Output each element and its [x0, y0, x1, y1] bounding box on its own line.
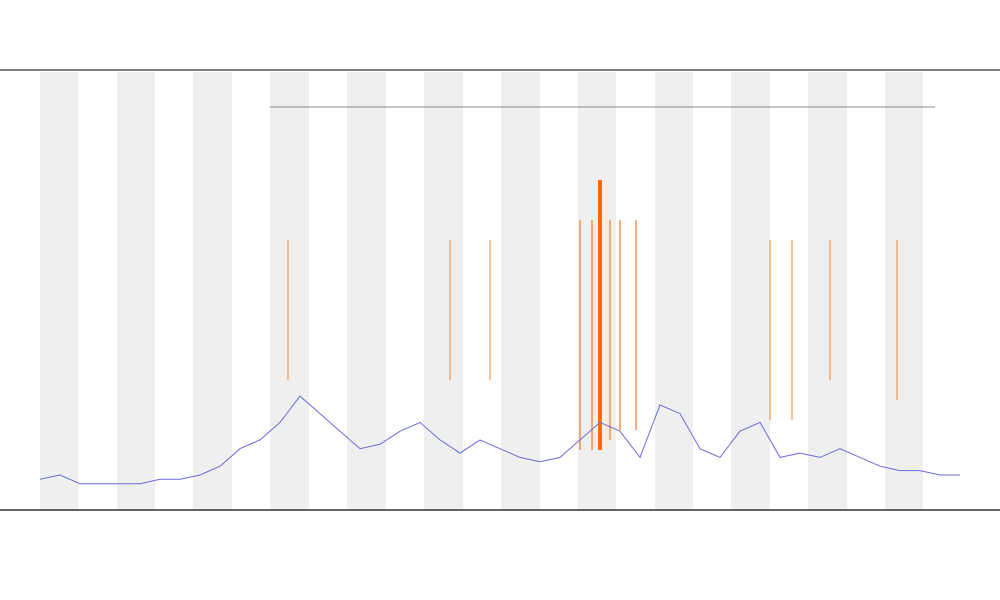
- event-lines: [287, 180, 898, 450]
- band: [347, 72, 386, 510]
- bands: [40, 72, 923, 510]
- band: [731, 72, 770, 510]
- band: [40, 72, 78, 510]
- band: [117, 72, 155, 510]
- series-line: [39, 395, 960, 485]
- band: [193, 72, 232, 510]
- band: [424, 72, 463, 510]
- band: [808, 72, 847, 510]
- band: [501, 72, 540, 510]
- band: [655, 72, 693, 510]
- band: [270, 72, 309, 510]
- band: [885, 72, 923, 510]
